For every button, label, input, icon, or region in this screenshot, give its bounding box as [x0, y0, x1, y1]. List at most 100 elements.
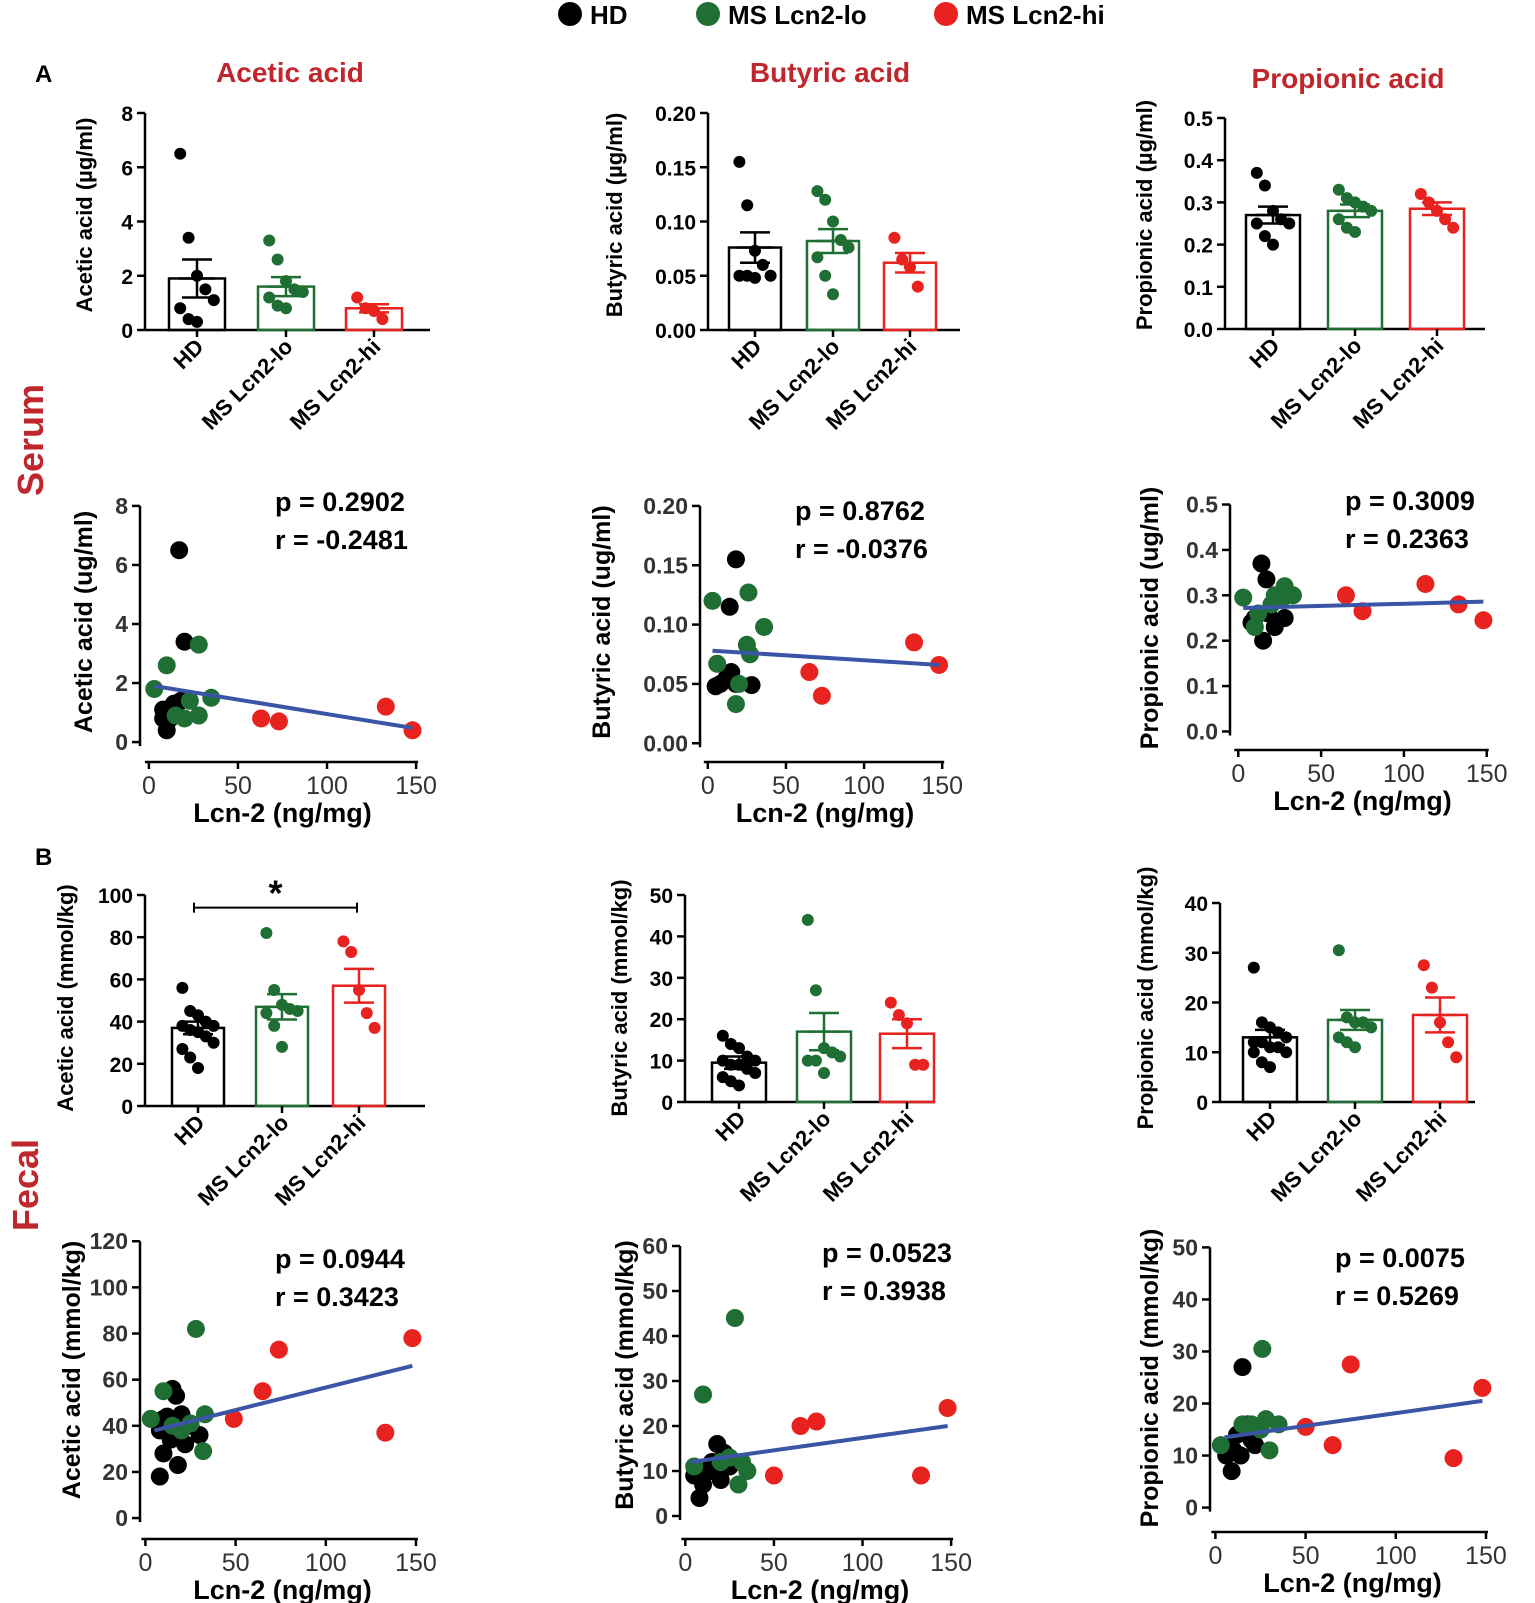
chart-serum-acetic-scatter: 0 2 4 6 8 Acetic acid (ug/ml) 0 50 100 150 Lcn-2 (… — [70, 487, 437, 828]
chart-serum-butyric-bar: 0.00 0.05 0.10 0.15 0.20 Butyric acid (µg/ml)… — [602, 57, 960, 435]
x-tick-label: HD — [168, 334, 208, 374]
data-point — [756, 258, 769, 271]
x-tick-label: 100 — [305, 1549, 347, 1577]
data-point — [741, 199, 754, 212]
scatter-point-ms-lcn2-hi — [224, 1409, 243, 1428]
data-point — [351, 291, 364, 304]
y-tick-label: 60 — [642, 1233, 668, 1259]
x-tick-label: HD — [169, 1110, 209, 1150]
p-value: p = 0.3009 — [1345, 486, 1475, 516]
y-tick-label: 40 — [110, 1012, 133, 1035]
data-point — [892, 1009, 905, 1022]
data-point — [1283, 217, 1296, 230]
data-point — [184, 1051, 197, 1064]
x-tick-label: 150 — [921, 772, 963, 800]
legend-label-0: HD — [590, 0, 628, 30]
scatter-point-ms-lcn2-lo — [1211, 1436, 1230, 1455]
scatter-point-ms-lcn2-hi — [1474, 611, 1493, 630]
data-point — [360, 1007, 373, 1020]
y-tick-label: 0 — [655, 1503, 668, 1529]
data-point — [834, 233, 847, 246]
y-tick-label: 80 — [102, 1321, 128, 1347]
data-point — [888, 231, 901, 244]
scatter-point-ms-lcn2-hi — [403, 721, 422, 740]
scatter-point-ms-lcn2-lo — [1256, 1410, 1275, 1429]
data-point — [1447, 221, 1460, 234]
chart-title: Acetic acid — [216, 57, 364, 88]
y-tick-label: 0.20 — [655, 103, 696, 126]
y-tick-label: 50 — [1172, 1234, 1198, 1260]
p-value: p = 0.8762 — [795, 496, 925, 526]
data-point — [1450, 1051, 1463, 1064]
data-point — [263, 291, 276, 304]
scatter-point-hd — [1246, 1436, 1265, 1455]
y-tick-label: 8 — [115, 493, 128, 519]
scatter-point-ms-lcn2-lo — [733, 1453, 752, 1471]
scatter-point-ms-lcn2-lo — [141, 1409, 160, 1428]
data-point — [1422, 196, 1435, 209]
x-tick-label: HD — [1244, 333, 1284, 373]
x-tick-label: 50 — [772, 772, 800, 800]
data-point — [827, 288, 839, 301]
y-tick-label: 60 — [110, 969, 133, 992]
y-tick-label: 2 — [115, 670, 128, 696]
scatter-point-ms-lcn2-lo — [186, 1319, 205, 1338]
scatter-point-hd — [1233, 1358, 1252, 1377]
y-tick-label: 20 — [102, 1459, 128, 1485]
data-point — [733, 155, 746, 168]
y-tick-label: 10 — [1172, 1443, 1198, 1469]
y-tick-label: 0.05 — [655, 266, 696, 289]
legend: HD MS Lcn2-lo MS Lcn2-hi — [558, 0, 1105, 30]
scatter-point-hd — [1254, 631, 1273, 650]
data-point — [733, 1079, 745, 1092]
y-axis-label: Butyric acid (mmol/kg) — [611, 1240, 639, 1510]
data-point — [1332, 183, 1345, 196]
data-point — [827, 215, 839, 228]
x-tick-label: HD — [710, 1106, 750, 1146]
y-tick-label: 40 — [650, 926, 673, 949]
data-point — [1414, 187, 1427, 200]
data-point — [1267, 238, 1279, 251]
x-tick-label: 100 — [843, 772, 885, 800]
x-tick-label: HD — [1241, 1106, 1281, 1146]
scatter-point-ms-lcn2-lo — [708, 654, 727, 673]
y-tick-label: 0.2 — [1184, 235, 1213, 258]
x-axis-label: Lcn-2 (ng/mg) — [1263, 1568, 1441, 1598]
row-label-fecal: Fecal — [5, 1139, 46, 1231]
scatter-point-ms-lcn2-lo — [755, 617, 774, 636]
data-point — [192, 1062, 204, 1075]
scatter-point-ms-lcn2-lo — [189, 635, 208, 654]
data-point — [842, 241, 855, 254]
scatter-point-ms-lcn2-lo — [739, 583, 758, 602]
y-tick-label: 4 — [115, 611, 128, 637]
data-point — [811, 251, 824, 264]
scatter-point-ms-lcn2-hi — [252, 709, 271, 728]
y-tick-label: 40 — [102, 1413, 128, 1439]
scatter-point-hd — [690, 1489, 709, 1507]
data-point — [376, 313, 389, 326]
x-axis-label: Lcn-2 (ng/mg) — [1273, 786, 1451, 816]
y-axis-label: Propionic acid (mmol/kg) — [1136, 1229, 1164, 1528]
y-tick-label: 0.2 — [1186, 628, 1218, 654]
scatter-point-ms-lcn2-lo — [730, 674, 749, 693]
r-value: r = 0.2363 — [1345, 524, 1469, 554]
scatter-point-ms-lcn2-hi — [269, 712, 288, 731]
x-tick-label: 100 — [1383, 760, 1425, 788]
legend-label-1: MS Lcn2-lo — [728, 0, 867, 30]
scatter-point-ms-lcn2-lo — [1234, 588, 1253, 607]
x-tick-label: 150 — [395, 1549, 437, 1577]
y-tick-label: 0.15 — [655, 157, 696, 180]
y-tick-label: 0 — [1185, 1495, 1198, 1521]
x-tick-label: MS Lcn2-hi — [1351, 1106, 1452, 1207]
y-tick-label: 30 — [650, 968, 673, 991]
y-tick-label: 8 — [121, 103, 133, 126]
x-tick-label: 100 — [1375, 1542, 1417, 1570]
y-tick-label: 40 — [1185, 893, 1208, 916]
regression-line — [153, 684, 413, 730]
data-point — [1267, 204, 1279, 217]
scatter-point-ms-lcn2-hi — [376, 697, 395, 716]
regression-line — [712, 648, 940, 667]
regression-line — [690, 1424, 948, 1464]
data-point — [1442, 1036, 1455, 1049]
